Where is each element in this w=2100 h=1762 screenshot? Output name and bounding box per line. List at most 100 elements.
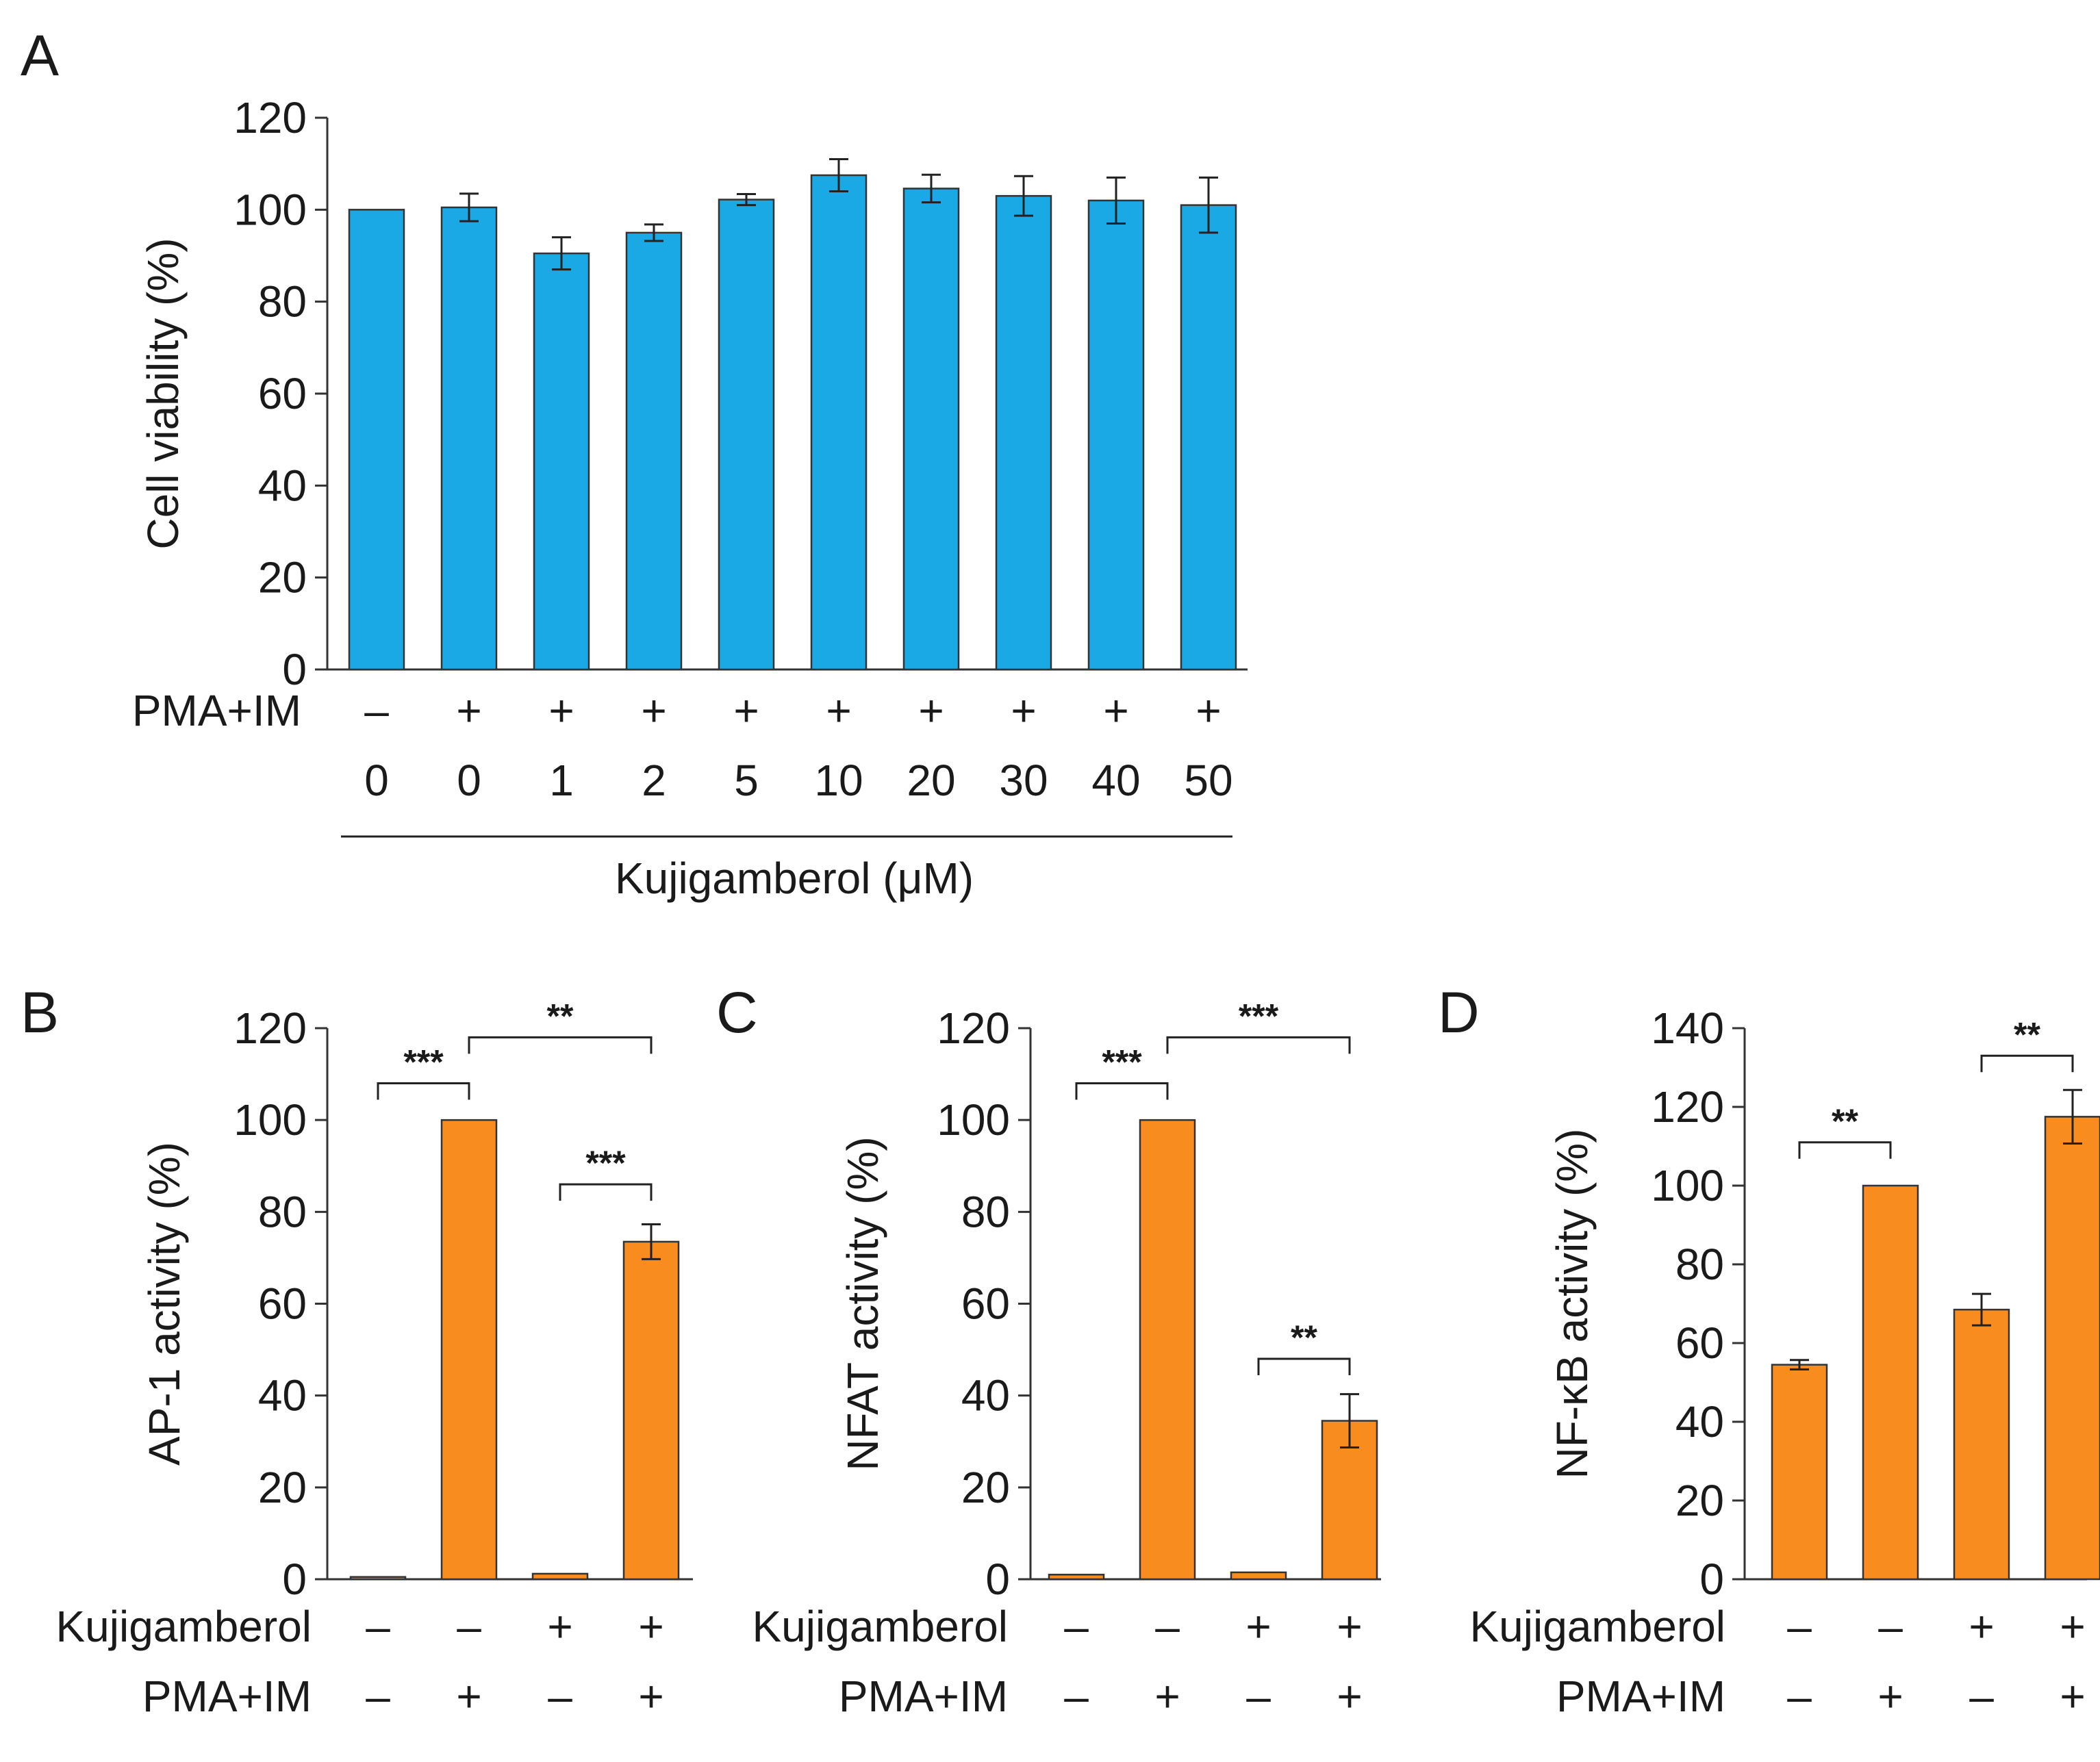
bar bbox=[1087, 199, 1145, 671]
row-value: 10 bbox=[814, 756, 863, 805]
row-value: – bbox=[1787, 1602, 1812, 1651]
significance-bracket bbox=[1166, 1036, 1351, 1054]
row-value: 50 bbox=[1184, 756, 1232, 805]
panel-letter: B bbox=[21, 980, 59, 1045]
bar bbox=[440, 1119, 498, 1581]
significance-bracket bbox=[1798, 1141, 1892, 1159]
row-value: – bbox=[1878, 1602, 1903, 1651]
row-value: – bbox=[1969, 1672, 1994, 1721]
y-tick-label: 40 bbox=[258, 461, 307, 510]
bar bbox=[440, 206, 498, 671]
bar bbox=[531, 1572, 589, 1581]
row-value: + bbox=[733, 686, 759, 735]
bar bbox=[625, 231, 683, 671]
row-label: PMA+IM bbox=[132, 686, 301, 735]
y-tick-label: 60 bbox=[258, 369, 307, 418]
significance-label: *** bbox=[403, 1043, 444, 1082]
y-axis-title: NF-κB activity (%) bbox=[1547, 1129, 1597, 1479]
significance-label: ** bbox=[547, 997, 574, 1035]
y-tick-label: 0 bbox=[282, 645, 307, 694]
row-value: 20 bbox=[907, 756, 955, 805]
row-value: – bbox=[1064, 1672, 1089, 1721]
y-tick-label: 20 bbox=[258, 553, 307, 602]
significance-label: *** bbox=[1239, 997, 1279, 1035]
row-value: + bbox=[456, 1672, 481, 1721]
row-label: Kujigamberol bbox=[752, 1602, 1008, 1651]
row-value: 5 bbox=[734, 756, 759, 805]
y-tick-label: 120 bbox=[1651, 1082, 1724, 1132]
y-tick-label: 100 bbox=[233, 185, 307, 234]
row-value: 30 bbox=[999, 756, 1048, 805]
row-value: + bbox=[1245, 1602, 1271, 1651]
row-value: – bbox=[366, 1672, 390, 1721]
row-value: + bbox=[1154, 1672, 1180, 1721]
y-tick-label: 0 bbox=[1699, 1555, 1724, 1604]
significance-label: *** bbox=[1102, 1043, 1142, 1082]
y-tick-label: 80 bbox=[1675, 1240, 1724, 1289]
row-value: + bbox=[641, 686, 666, 735]
y-tick-label: 20 bbox=[961, 1463, 1010, 1512]
row-value: + bbox=[1337, 1672, 1362, 1721]
bar bbox=[1771, 1364, 1828, 1581]
y-tick-label: 40 bbox=[258, 1371, 307, 1420]
row-value: + bbox=[638, 1672, 663, 1721]
row-value: + bbox=[1011, 686, 1036, 735]
bar bbox=[622, 1240, 680, 1581]
row-value: 40 bbox=[1091, 756, 1140, 805]
y-tick-label: 60 bbox=[961, 1279, 1010, 1329]
bar bbox=[1953, 1308, 2010, 1581]
y-tick-label: 140 bbox=[1651, 1004, 1724, 1053]
bar bbox=[995, 194, 1052, 671]
y-tick-label: 80 bbox=[961, 1187, 1010, 1236]
row-value: + bbox=[918, 686, 944, 735]
row-value: + bbox=[1196, 686, 1221, 735]
significance-bracket bbox=[559, 1183, 653, 1201]
row-label: Kujigamberol bbox=[55, 1602, 312, 1651]
panel-letter: A bbox=[21, 23, 59, 88]
row-label: PMA+IM bbox=[1556, 1672, 1725, 1721]
panel-d: D NF-κB activity (%) 0 20 40 60 80 100 120 140 ** *… bbox=[1438, 980, 2100, 1721]
panel-b: BAP-1 activity (%)020406080100120*******… bbox=[21, 980, 693, 1721]
y-tick-label: 100 bbox=[937, 1095, 1010, 1145]
row-value: + bbox=[547, 1602, 572, 1651]
significance-label: ** bbox=[1832, 1102, 1858, 1140]
y-tick-label: 40 bbox=[961, 1371, 1010, 1420]
bar bbox=[1862, 1184, 1919, 1581]
row-value: 0 bbox=[457, 756, 481, 805]
bar bbox=[348, 209, 405, 671]
row-value: + bbox=[456, 686, 481, 735]
row-value: + bbox=[1969, 1602, 1994, 1651]
y-tick-label: 80 bbox=[258, 1187, 307, 1236]
significance-bracket bbox=[468, 1036, 653, 1054]
y-tick-label: 40 bbox=[1675, 1397, 1724, 1446]
row-value: – bbox=[364, 686, 389, 735]
row-value: – bbox=[1155, 1602, 1180, 1651]
row-value: + bbox=[2060, 1672, 2085, 1721]
y-tick-label: 0 bbox=[282, 1555, 307, 1604]
bar bbox=[1180, 204, 1237, 671]
row-label: PMA+IM bbox=[839, 1672, 1008, 1721]
bar bbox=[1139, 1119, 1196, 1581]
bar bbox=[902, 188, 960, 671]
row-value: – bbox=[548, 1672, 572, 1721]
y-axis-title: Cell viability (%) bbox=[138, 238, 188, 549]
y-axis-title: NFAT activity (%) bbox=[838, 1136, 887, 1470]
y-tick-label: 60 bbox=[258, 1279, 307, 1329]
bar bbox=[349, 1576, 407, 1581]
row-value: 1 bbox=[549, 756, 574, 805]
y-tick-label: 120 bbox=[233, 93, 307, 142]
row-value: + bbox=[638, 1602, 663, 1651]
row-value: + bbox=[826, 686, 851, 735]
x-axis-title: Kujigamberol (μM) bbox=[615, 854, 974, 903]
y-tick-label: 80 bbox=[258, 277, 307, 327]
y-tick-label: 0 bbox=[985, 1555, 1010, 1604]
row-value: 0 bbox=[364, 756, 389, 805]
panel-letter: D bbox=[1438, 980, 1480, 1045]
row-value: + bbox=[2060, 1602, 2085, 1651]
y-tick-label: 120 bbox=[937, 1004, 1010, 1053]
y-tick-label: 100 bbox=[233, 1095, 307, 1145]
row-value: + bbox=[1877, 1672, 1903, 1721]
bar bbox=[1048, 1574, 1105, 1581]
